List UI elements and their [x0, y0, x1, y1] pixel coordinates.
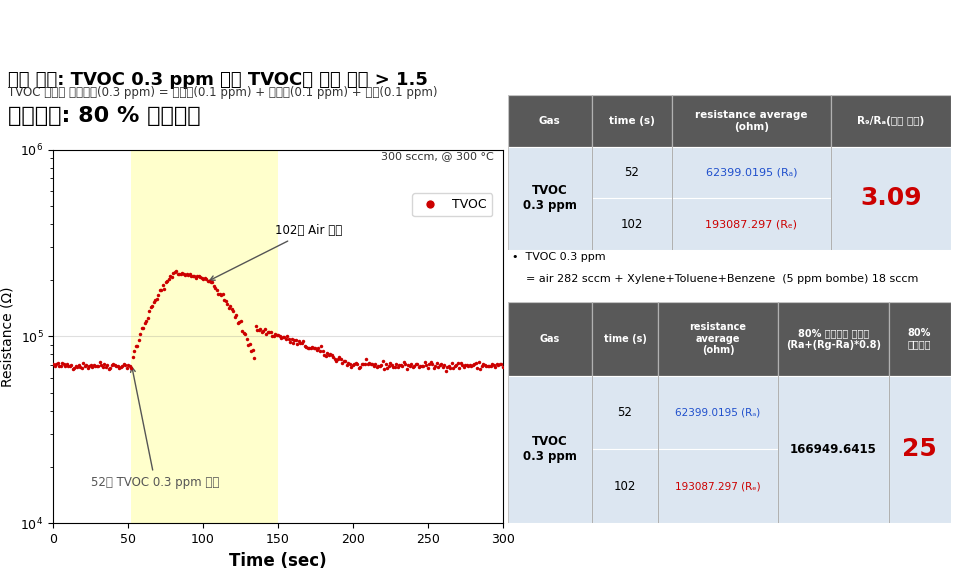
Bar [592, 302, 659, 375]
Text: 62399.0195 (Rₐ): 62399.0195 (Rₐ) [706, 167, 797, 178]
Text: TVOC 셀서: Pd-Co₃O₄ 중공구조: TVOC 셀서: Pd-Co₃O₄ 중공구조 [274, 15, 693, 45]
Bar [659, 450, 777, 523]
Bar [592, 95, 671, 147]
Bar [671, 198, 831, 250]
Text: = air 282 sccm + Xylene+Toluene+Benzene  (5 ppm bombe) 18 sccm: = air 282 sccm + Xylene+Toluene+Benzene … [513, 274, 919, 284]
Text: time (s): time (s) [603, 334, 647, 344]
Bar [508, 95, 592, 147]
Bar [132, 150, 278, 523]
Text: 193087.297 (Rₑ): 193087.297 (Rₑ) [705, 219, 797, 229]
Text: Gas: Gas [540, 334, 560, 344]
Text: TVOC
0.3 ppm: TVOC 0.3 ppm [523, 185, 576, 212]
Bar [889, 302, 951, 375]
Bar [508, 375, 592, 523]
Text: 25: 25 [902, 438, 937, 462]
Bar [659, 375, 777, 450]
Text: 80% 응답시간 저항값
(Ra+(Rg-Ra)*0.8): 80% 응답시간 저항값 (Ra+(Rg-Ra)*0.8) [786, 328, 881, 350]
Text: 52: 52 [618, 406, 632, 419]
Bar [592, 450, 659, 523]
Text: TVOC 셀서의 검출하한(0.3 ppm) = 자일렌(0.1 ppm) + 톨루엘(0.1 ppm) + 벤젠(0.1 ppm): TVOC 셀서의 검출하한(0.3 ppm) = 자일렌(0.1 ppm) + … [8, 86, 437, 99]
Bar [889, 375, 951, 523]
Text: 102: 102 [621, 218, 643, 231]
Text: •  TVOC 0.3 ppm: • TVOC 0.3 ppm [513, 252, 605, 262]
Text: resistance average
(ohm): resistance average (ohm) [695, 110, 807, 132]
Text: Gas: Gas [539, 116, 561, 126]
Bar [508, 302, 592, 375]
X-axis label: Time (sec): Time (sec) [229, 551, 327, 569]
Bar [659, 302, 777, 375]
Bar [777, 375, 889, 523]
Text: TVOC
0.3 ppm: TVOC 0.3 ppm [523, 435, 576, 463]
Bar [671, 147, 831, 198]
Text: 3.09: 3.09 [860, 186, 922, 210]
Legend: TVOC: TVOC [413, 193, 492, 216]
Text: 80%
응답시간: 80% 응답시간 [908, 328, 931, 350]
Bar [777, 302, 889, 375]
Y-axis label: Resistance (Ω): Resistance (Ω) [1, 286, 15, 386]
Text: 102초 Air 주입: 102초 Air 주입 [210, 224, 342, 280]
Bar [831, 147, 951, 250]
Bar [592, 147, 671, 198]
Text: 300 sccm, @ 300 °C: 300 sccm, @ 300 °C [381, 151, 494, 162]
Text: time (s): time (s) [609, 116, 655, 126]
Text: 검출 하한: TVOC 0.3 ppm 에서 TVOC에 대한 감도 > 1.5: 검출 하한: TVOC 0.3 ppm 에서 TVOC에 대한 감도 > 1.5 [8, 71, 427, 89]
Bar [592, 198, 671, 250]
Text: 52: 52 [625, 166, 639, 179]
Bar [671, 95, 831, 147]
Text: 52초 TVOC 0.3 ppm 주입: 52초 TVOC 0.3 ppm 주입 [91, 367, 220, 489]
Text: resistance
average
(ohm): resistance average (ohm) [689, 322, 747, 355]
Text: 193087.297 (Rₑ): 193087.297 (Rₑ) [675, 481, 761, 492]
Bar [831, 95, 951, 147]
Text: 102: 102 [614, 480, 636, 493]
Text: 166949.6415: 166949.6415 [790, 443, 877, 456]
Text: 응답시간: 80 % 응답시간: 응답시간: 80 % 응답시간 [8, 106, 200, 126]
Bar [508, 147, 592, 250]
Text: R₉/Rₐ(가스 감도): R₉/Rₐ(가스 감도) [857, 116, 924, 126]
Text: 62399.0195 (Rₐ): 62399.0195 (Rₐ) [675, 408, 761, 417]
Bar [592, 375, 659, 450]
